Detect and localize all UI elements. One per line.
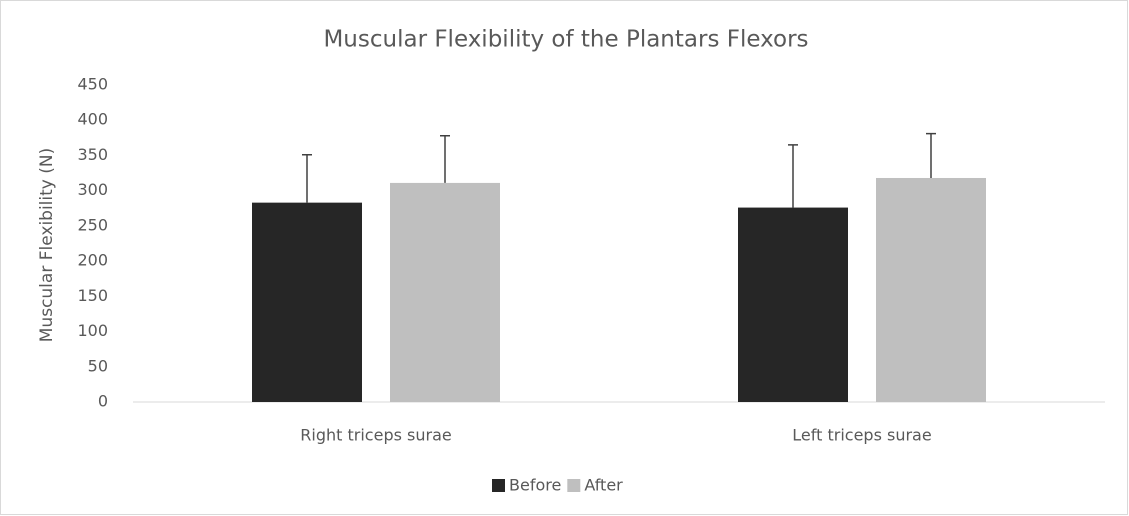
error-bar — [788, 144, 798, 208]
legend-swatch — [567, 479, 581, 492]
y-tick-label: 350 — [77, 145, 108, 164]
bar — [390, 182, 500, 402]
bar — [876, 177, 986, 402]
y-tick-label: 0 — [98, 392, 108, 411]
y-tick-label: 100 — [77, 321, 108, 340]
bar — [252, 202, 362, 402]
legend-label: After — [584, 476, 623, 495]
x-tick-label: Right triceps surae — [300, 426, 451, 445]
error-bar — [440, 134, 450, 183]
bar — [738, 207, 848, 402]
y-tick-label: 50 — [88, 356, 108, 375]
y-tick-label: 400 — [77, 110, 108, 129]
error-bar — [926, 132, 936, 178]
y-axis-label: Muscular Flexibility (N) — [37, 148, 57, 342]
y-tick-label: 300 — [77, 180, 108, 199]
y-tick-label: 250 — [77, 215, 108, 234]
x-tick-label: Left triceps surae — [792, 426, 931, 445]
y-tick-label: 200 — [77, 251, 108, 270]
legend-swatch — [492, 479, 505, 492]
error-bar — [302, 153, 312, 203]
chart-title: Muscular Flexibility of the Plantars Fle… — [323, 27, 808, 53]
legend-label: Before — [509, 476, 561, 495]
y-tick-label: 150 — [77, 286, 108, 305]
y-tick-label: 450 — [77, 75, 108, 94]
